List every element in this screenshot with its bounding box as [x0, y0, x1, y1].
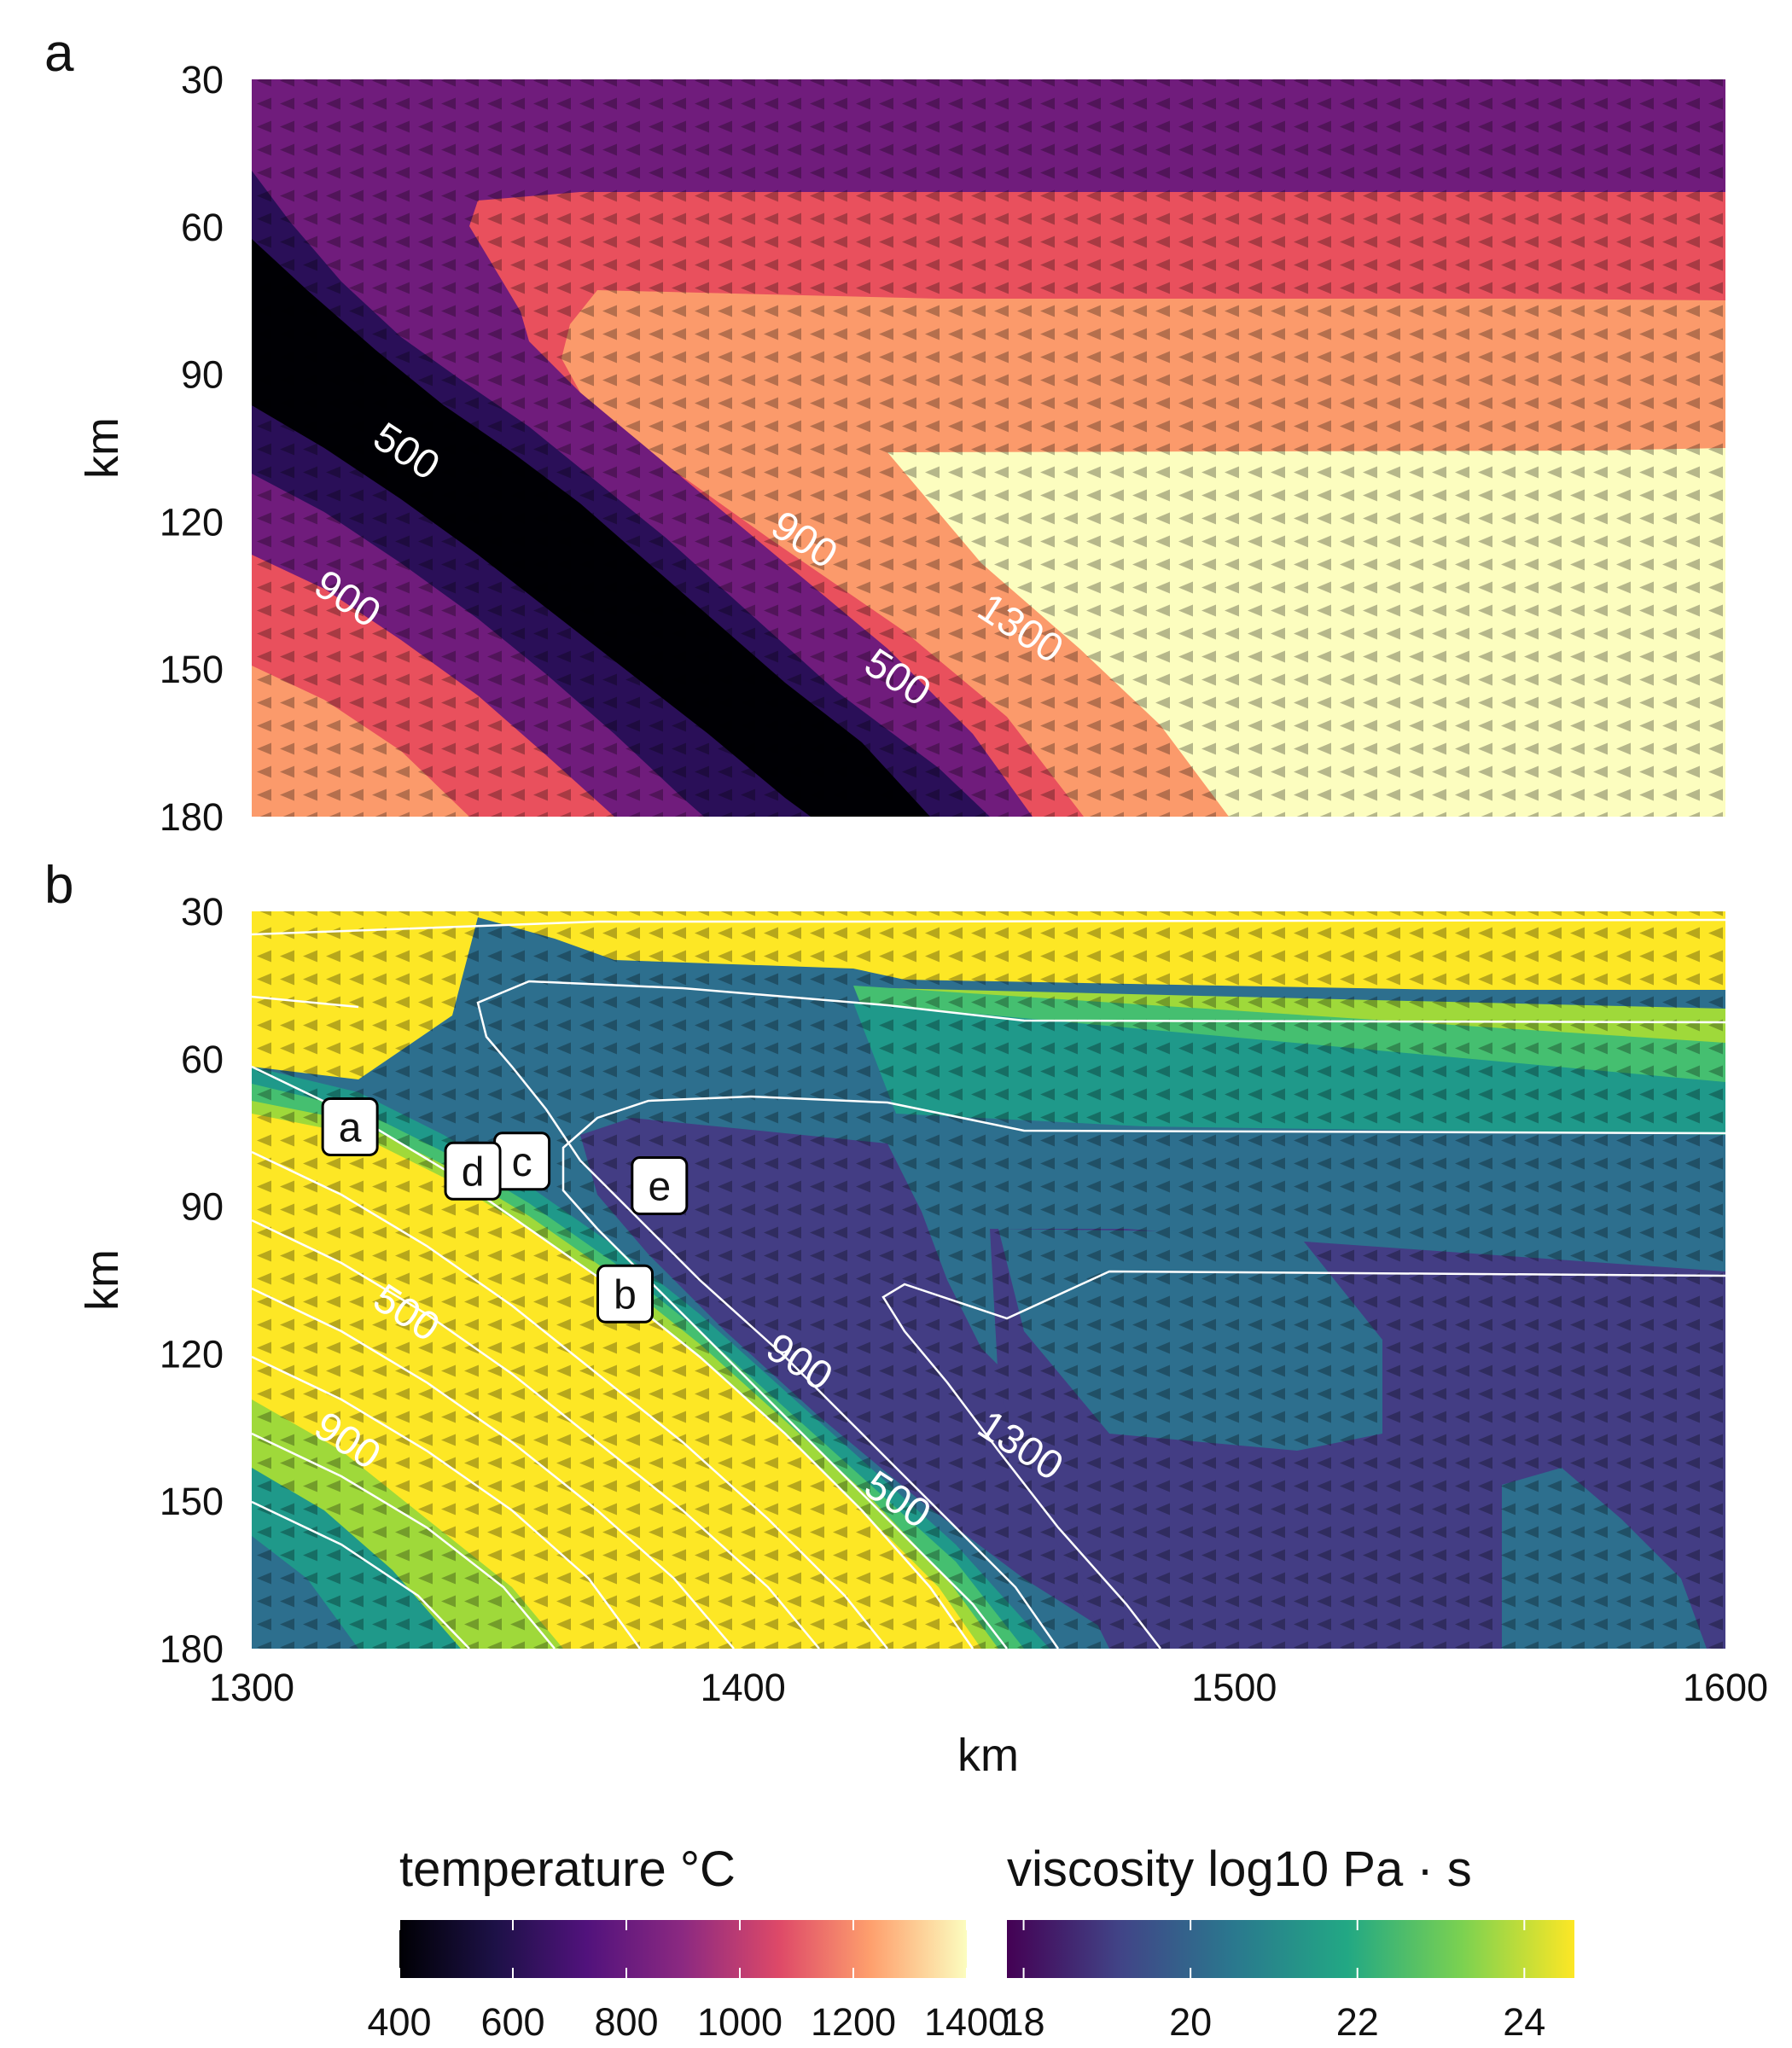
colorbar-tick-label: 600: [480, 2000, 544, 2044]
y-tick-label: 180: [160, 795, 224, 839]
annotation-e: e: [631, 1156, 689, 1216]
annotation-boxes: a b cd e: [321, 1097, 689, 1324]
colorbar-tick-label: 20: [1169, 2000, 1212, 2044]
colorbar-title-temperature: temperature °C: [399, 1841, 736, 1897]
x-tick-label: 1300: [209, 1666, 294, 1709]
y-tick-label: 60: [181, 206, 224, 249]
colorbar-temperature: [399, 1920, 967, 1978]
annotation-box: [444, 1141, 502, 1201]
annotation-c: c: [493, 1132, 551, 1191]
y-tick-label: 120: [160, 500, 224, 544]
y-ticks-b: 30 60 90 120 150 180: [160, 890, 224, 1671]
x-axis-title-b: km: [957, 1730, 1019, 1781]
y-tick-label: 180: [160, 1627, 224, 1671]
annotation-d: d: [444, 1141, 502, 1201]
colorbar-tick-label: 24: [1503, 2000, 1545, 2044]
x-tick-label: 1500: [1191, 1666, 1277, 1709]
y-ticks-a: 30 60 90 120 150 180: [160, 58, 224, 839]
colorbar-title-viscosity: viscosity log10 Pa · s: [1007, 1841, 1472, 1897]
annotation-a: a: [321, 1097, 379, 1156]
y-axis-title-a: km: [77, 417, 128, 479]
y-axis-title-b: km: [77, 1249, 128, 1311]
colorbar-tick-label: 1200: [811, 2000, 896, 2044]
x-tick-label: 1600: [1683, 1666, 1768, 1709]
annotation-label: c: [512, 1140, 532, 1185]
colorbar-tick-label: 400: [367, 2000, 431, 2044]
colorbar-tick-label: 1400: [924, 2000, 1009, 2044]
temperature-contours-b: [252, 918, 1725, 1649]
panel-letter-a: a: [44, 24, 74, 83]
colorbar-tick-label: 800: [594, 2000, 658, 2044]
panel-letter-b: b: [44, 856, 73, 915]
y-tick-label: 150: [160, 1480, 224, 1523]
annotation-label: a: [339, 1105, 362, 1150]
annotation-label: e: [648, 1165, 671, 1210]
y-tick-label: 90: [181, 353, 224, 397]
y-tick-label: 60: [181, 1038, 224, 1081]
velocity-arrows-b: [252, 911, 1725, 1649]
annotation-box: [596, 1264, 655, 1324]
annotation-label: b: [614, 1272, 637, 1318]
annotation-box: [631, 1156, 689, 1216]
colorbar-tick-label: 1000: [697, 2000, 783, 2044]
colorbar-ticks-viscosity: 18 20 22 24: [1003, 1920, 1545, 2044]
y-tick-label: 30: [181, 890, 224, 934]
x-tick-label: 1400: [701, 1666, 786, 1709]
colorbar-ticks-temperature: 400 600 800 1000 1200 1400: [367, 1920, 1009, 2044]
annotation-box: [321, 1097, 379, 1156]
annotation-b: b: [596, 1264, 655, 1324]
y-tick-label: 30: [181, 58, 224, 102]
velocity-arrows-a: [252, 79, 1725, 817]
x-ticks-b: 1300 1400 1500 1600: [209, 1666, 1768, 1709]
annotation-label: d: [462, 1149, 485, 1195]
y-tick-label: 120: [160, 1332, 224, 1376]
colorbar-tick-label: 22: [1336, 2000, 1379, 2044]
y-tick-label: 90: [181, 1185, 224, 1229]
y-tick-label: 150: [160, 648, 224, 691]
colorbar-tick-label: 18: [1003, 2000, 1045, 2044]
colorbar-viscosity: [1007, 1920, 1574, 1978]
